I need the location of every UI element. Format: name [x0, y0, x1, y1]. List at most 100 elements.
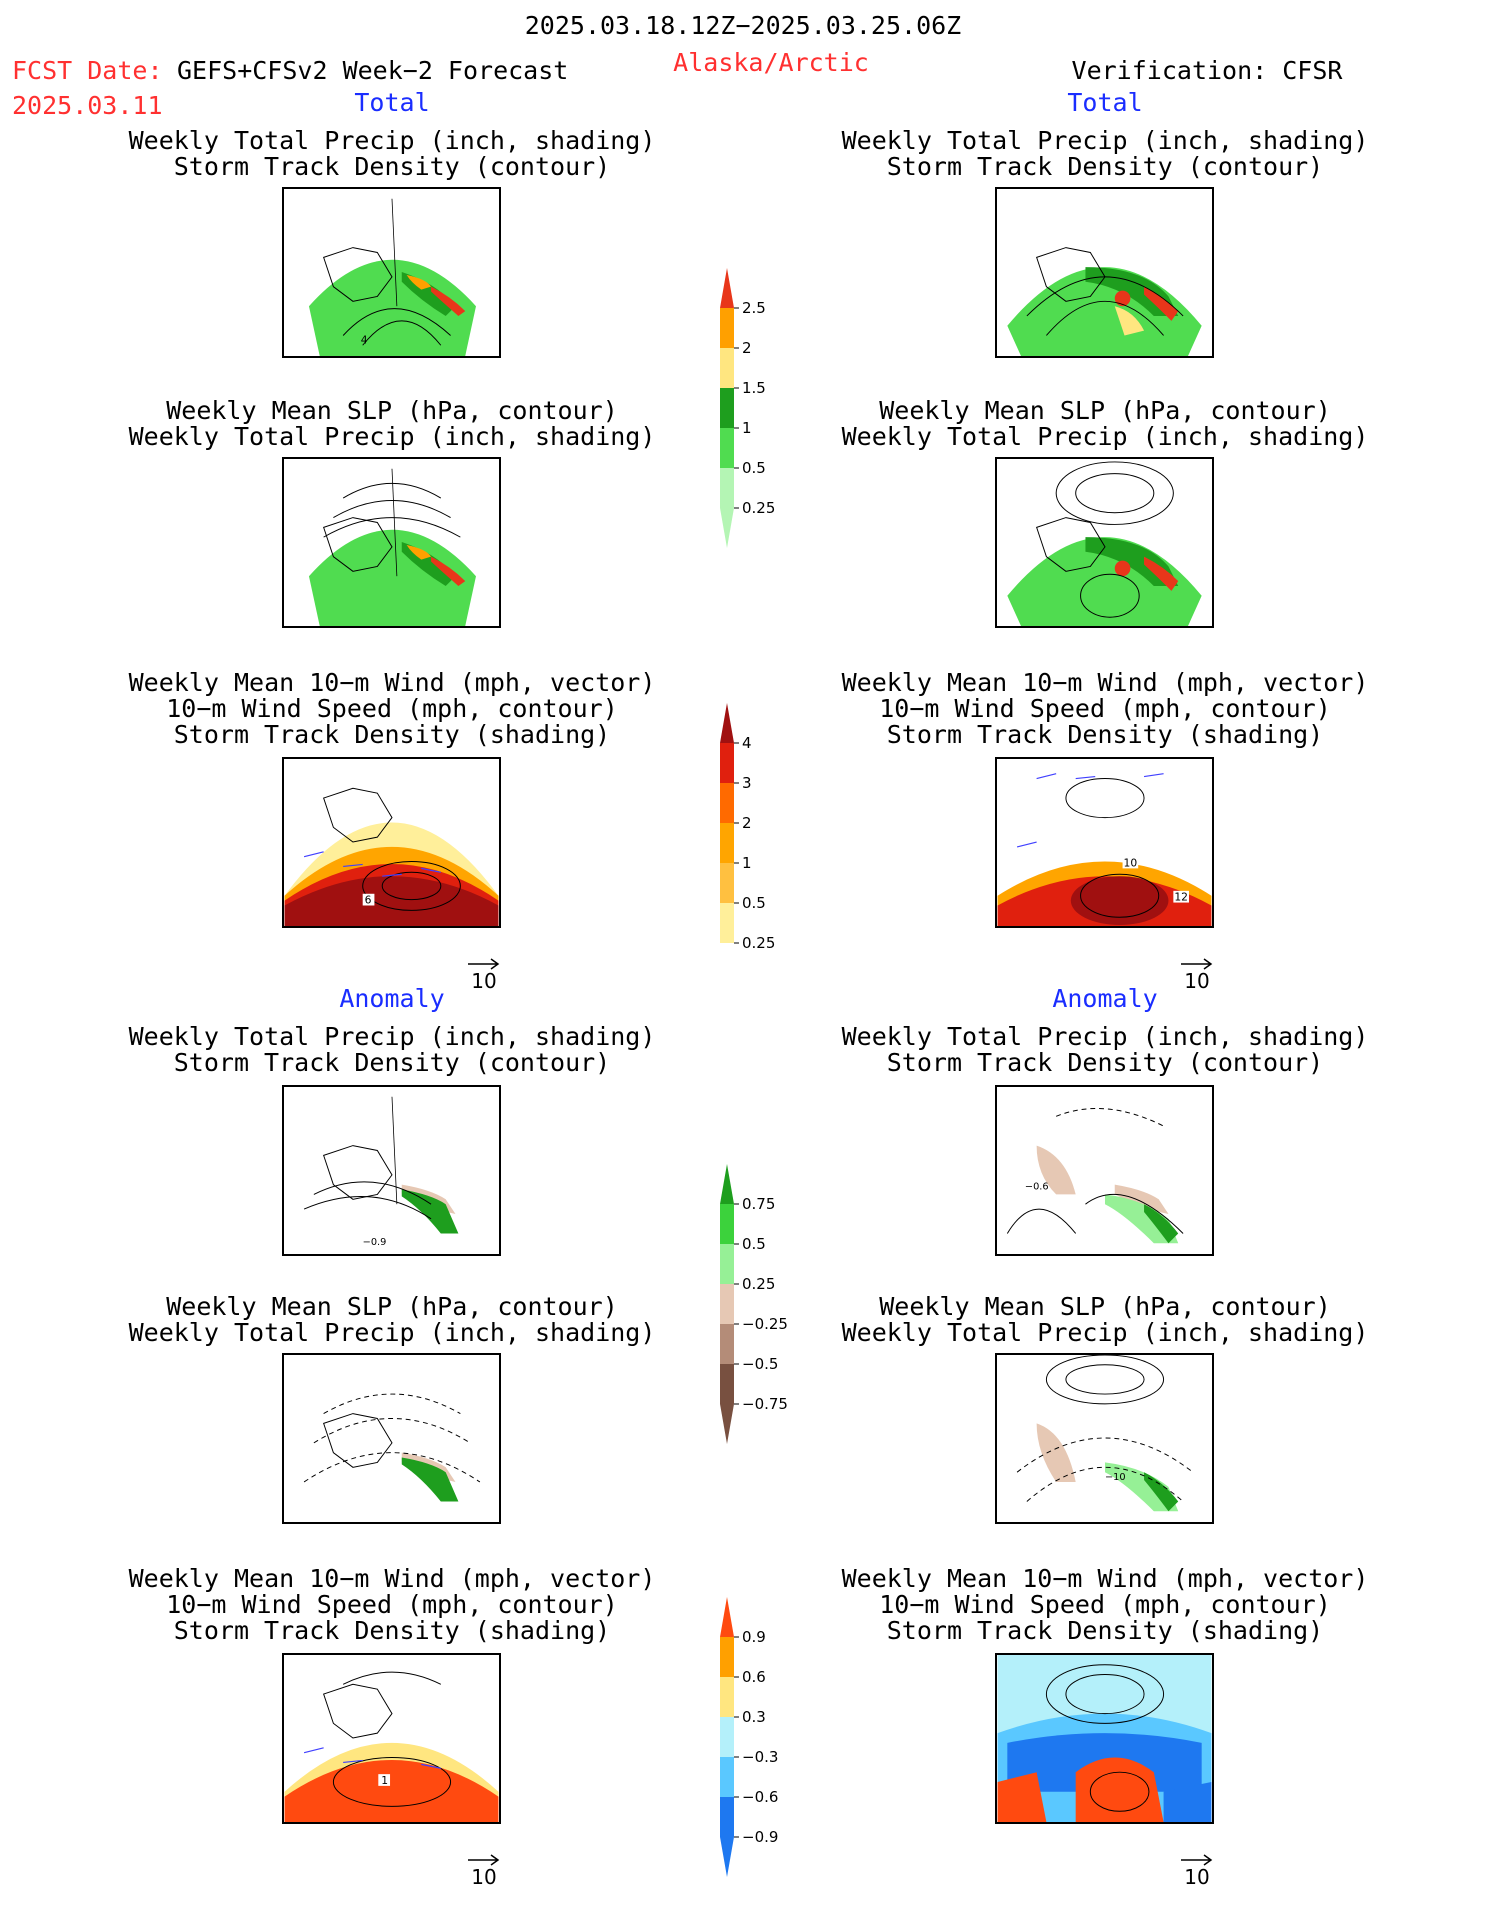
panel-title-line: Weekly Total Precip (inch, shading)	[841, 126, 1369, 155]
panel-title-line: Weekly Total Precip (inch, shading)	[128, 422, 656, 451]
colorbar-swatch	[720, 1717, 734, 1757]
colorbar-swatch	[720, 823, 734, 863]
colorbar-label: 2	[742, 814, 752, 832]
panel-title-line: Weekly Mean SLP (hPa, contour)	[166, 1292, 618, 1321]
colorbar-swatch	[720, 1244, 734, 1284]
colorbar-swatch	[720, 308, 734, 348]
region-label: Alaska/Arctic	[673, 48, 869, 77]
map-forecast-anomaly-precip: −0.9	[282, 1085, 501, 1256]
reference-vector-label: 10	[1184, 1865, 1210, 1889]
contour-label: 1	[381, 1774, 388, 1787]
contour-label: −0.6	[1025, 1182, 1049, 1193]
reference-vector: 10	[464, 1854, 504, 1894]
panel-title-line: Weekly Total Precip (inch, shading)	[841, 422, 1369, 451]
reference-vector-label: 10	[1184, 969, 1210, 993]
section-total-forecast: Total	[354, 88, 430, 117]
colorbar-swatches	[720, 1597, 739, 1877]
contour-label: −10	[1105, 1472, 1126, 1483]
panel-title-line: Storm Track Density (contour)	[173, 152, 611, 181]
panel-title-line: Weekly Total Precip (inch, shading)	[128, 126, 656, 155]
section-anomaly-verification: Anomaly	[1052, 984, 1158, 1013]
colorbar-label: −0.9	[742, 1828, 779, 1846]
colorbar-swatch	[720, 703, 734, 743]
colorbar-label: −0.6	[742, 1788, 779, 1806]
panel-title-line: Weekly Total Precip (inch, shading)	[841, 1318, 1369, 1347]
panel-title-line: Storm Track Density (shading)	[173, 1616, 611, 1645]
reference-vector-label: 10	[471, 969, 497, 993]
map-verification-total-precip	[995, 187, 1214, 358]
colorbar-label: 0.5	[742, 1235, 766, 1253]
colorbar-swatch	[720, 1597, 734, 1637]
colorbar-swatch	[720, 268, 734, 308]
reference-vector: 10	[464, 958, 504, 998]
contour-label: −0.9	[363, 1237, 387, 1248]
colorbar-swatch	[720, 783, 734, 823]
contour-label: 6	[365, 894, 372, 907]
contour-label: 12	[1174, 891, 1188, 904]
fcst-model-label: GEFS+CFSv2 Week−2 Forecast	[177, 56, 569, 85]
colorbar-swatch	[720, 1404, 734, 1444]
colorbar-label: −0.25	[742, 1315, 788, 1333]
colorbar-label: 3	[742, 774, 752, 792]
map-forecast-total-slp	[282, 457, 501, 628]
colorbar-swatch	[720, 1837, 734, 1877]
panel-title-line: Storm Track Density (shading)	[886, 1616, 1324, 1645]
colorbar-swatches	[720, 268, 739, 548]
colorbar-label: 0.25	[742, 934, 776, 952]
map-verification-anomaly-wind	[995, 1653, 1214, 1824]
map-forecast-total-precip: 4	[282, 187, 501, 358]
colorbar-label: 0.9	[742, 1628, 766, 1646]
arrow-right-icon	[1181, 958, 1213, 970]
colorbar-swatch	[720, 1204, 734, 1244]
colorbar-swatch	[720, 943, 734, 983]
colorbar-label: 0.6	[742, 1668, 766, 1686]
contour-label: 4	[361, 333, 368, 346]
period-title: 2025.03.18.12Z−2025.03.25.06Z	[524, 11, 962, 40]
colorbar-swatch	[720, 1164, 734, 1204]
map-forecast-anomaly-slp	[282, 1353, 501, 1524]
arrow-right-icon	[468, 958, 500, 970]
panel-title-line: 10−m Wind Speed (mph, contour)	[166, 1590, 618, 1619]
colorbar-swatch	[720, 903, 734, 943]
colorbar-label: −0.75	[742, 1395, 788, 1413]
colorbar-swatches	[720, 1164, 739, 1444]
colorbar-anomaly-precip: 0.75 0.5 0.25 −0.25 −0.5 −0.75	[720, 1164, 800, 1444]
map-forecast-total-wind: 6	[282, 757, 501, 928]
reference-vector: 10	[1177, 1854, 1217, 1894]
colorbar-label: 0.3	[742, 1708, 766, 1726]
panel-title-line: Storm Track Density (shading)	[886, 720, 1324, 749]
panel-title-line: Storm Track Density (shading)	[173, 720, 611, 749]
colorbar-swatch	[720, 1364, 734, 1404]
panel-title-line: Storm Track Density (contour)	[886, 1048, 1324, 1077]
panel-title-line: Weekly Mean 10−m Wind (mph, vector)	[841, 668, 1369, 697]
colorbar-swatch	[720, 1637, 734, 1677]
colorbar-label: 0.25	[742, 499, 776, 517]
panel-title-line: 10−m Wind Speed (mph, contour)	[879, 1590, 1331, 1619]
panel-title-line: Weekly Total Precip (inch, shading)	[128, 1318, 656, 1347]
colorbar-swatch	[720, 468, 734, 508]
arrow-right-icon	[468, 1854, 500, 1866]
section-anomaly-forecast: Anomaly	[339, 984, 445, 1013]
colorbar-label: −0.3	[742, 1748, 779, 1766]
colorbar-swatch	[720, 428, 734, 468]
arrow-right-icon	[1181, 1854, 1213, 1866]
panel-title-line: 10−m Wind Speed (mph, contour)	[166, 694, 618, 723]
colorbar-label: 0.5	[742, 459, 766, 477]
panel-title-line: Weekly Mean 10−m Wind (mph, vector)	[841, 1564, 1369, 1593]
colorbar-label: 0.5	[742, 894, 766, 912]
map-forecast-anomaly-wind: 1	[282, 1653, 501, 1824]
fcst-date-label: FCST Date:	[12, 56, 163, 85]
colorbar-swatch	[720, 1797, 734, 1837]
colorbar-label: 4	[742, 734, 752, 752]
colorbar-swatches	[720, 703, 739, 983]
colorbar-swatch	[720, 743, 734, 783]
colorbar-total-precip: 2.5 2 1.5 1 0.5 0.25	[720, 268, 800, 548]
map-verification-total-wind: 10 12	[995, 757, 1214, 928]
panel-title-line: Weekly Mean 10−m Wind (mph, vector)	[128, 1564, 656, 1593]
colorbar-swatch	[720, 1757, 734, 1797]
section-total-verification: Total	[1067, 88, 1143, 117]
verification-label: Verification: CFSR	[1071, 56, 1343, 85]
colorbar-swatch	[720, 388, 734, 428]
panel-title-line: Weekly Mean SLP (hPa, contour)	[879, 1292, 1331, 1321]
